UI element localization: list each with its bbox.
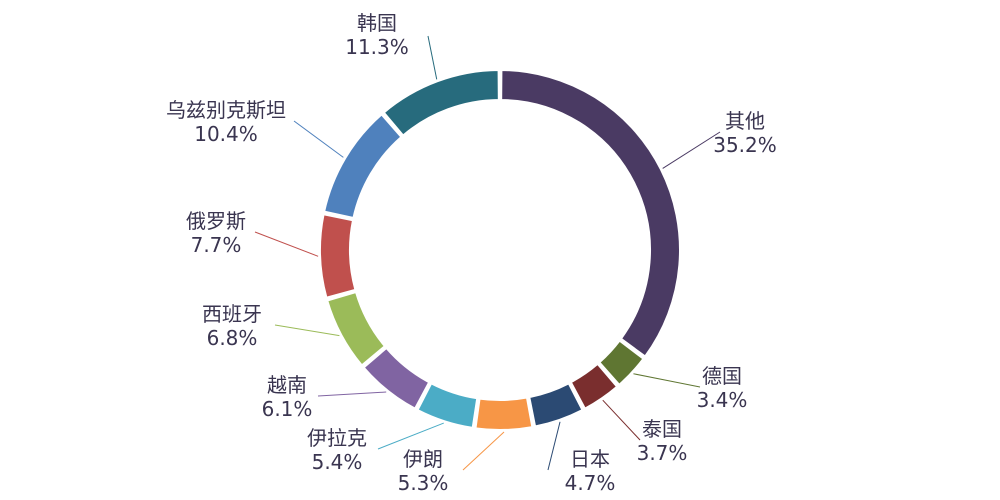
donut-slice-0 bbox=[500, 68, 681, 358]
leader-line-7 bbox=[274, 324, 340, 337]
leader-line-4 bbox=[462, 431, 505, 471]
slice-label-value-6: 6.1% bbox=[262, 397, 313, 421]
leader-line-5 bbox=[377, 422, 444, 450]
donut-slice-4 bbox=[474, 396, 534, 431]
donut-slice-7 bbox=[325, 290, 387, 367]
slice-label-value-4: 5.3% bbox=[398, 471, 449, 495]
leader-line-2 bbox=[602, 399, 641, 441]
slice-label-value-7: 6.8% bbox=[207, 326, 258, 350]
slice-label-name-3: 日本 bbox=[570, 447, 610, 471]
leader-line-9 bbox=[293, 120, 344, 158]
slice-group bbox=[319, 68, 681, 431]
slice-label-value-8: 7.7% bbox=[191, 233, 242, 257]
slice-label-name-2: 泰国 bbox=[642, 417, 682, 441]
slice-label-value-5: 5.4% bbox=[312, 450, 363, 474]
slice-label-name-8: 俄罗斯 bbox=[186, 209, 246, 233]
donut-slice-3 bbox=[528, 381, 584, 428]
donut-slice-1 bbox=[597, 339, 645, 387]
slice-label-name-0: 其他 bbox=[725, 109, 765, 133]
leader-line-3 bbox=[547, 421, 561, 471]
leader-line-0 bbox=[662, 131, 721, 169]
donut-slice-8 bbox=[319, 213, 357, 299]
slice-label-value-9: 10.4% bbox=[194, 122, 258, 146]
slice-label-value-3: 4.7% bbox=[565, 471, 616, 495]
slice-label-name-6: 越南 bbox=[267, 373, 307, 397]
donut-slice-5 bbox=[416, 381, 479, 430]
slice-label-value-0: 35.2% bbox=[713, 133, 777, 157]
donut-slice-10 bbox=[382, 68, 500, 137]
slice-label-name-10: 韩国 bbox=[357, 11, 397, 35]
donut-slice-9 bbox=[322, 113, 403, 220]
donut-slice-6 bbox=[362, 346, 431, 411]
donut-slice-2 bbox=[569, 362, 619, 411]
leader-line-6 bbox=[317, 391, 387, 397]
slice-label-name-9: 乌兹别克斯坦 bbox=[166, 98, 286, 122]
leader-line-10 bbox=[427, 35, 438, 80]
slice-label-name-7: 西班牙 bbox=[202, 302, 262, 326]
slice-label-name-1: 德国 bbox=[702, 364, 742, 388]
slice-label-name-5: 伊拉克 bbox=[307, 426, 367, 450]
leader-line-1 bbox=[633, 373, 701, 388]
slice-label-value-2: 3.7% bbox=[637, 441, 688, 465]
slice-label-name-4: 伊朗 bbox=[403, 447, 443, 471]
leader-line-group bbox=[254, 35, 721, 471]
leader-line-8 bbox=[254, 231, 319, 257]
slice-label-value-10: 11.3% bbox=[345, 35, 409, 59]
slice-label-value-1: 3.4% bbox=[697, 388, 748, 412]
